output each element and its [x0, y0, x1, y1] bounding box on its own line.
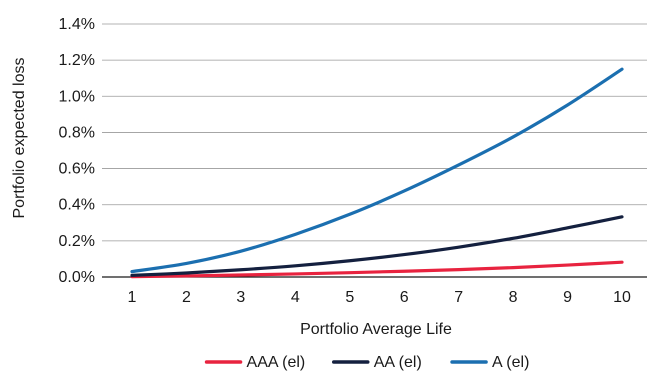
- y-tick-label: 1.2%: [59, 52, 95, 69]
- x-tick-label: 7: [454, 289, 463, 306]
- x-axis-ticks: 1 2 3 4 5 6 7 8 9 10: [128, 289, 631, 306]
- x-tick-label: 8: [509, 289, 518, 306]
- legend-label-a-el: A (el): [492, 354, 529, 371]
- y-tick-label: 0.8%: [59, 124, 95, 141]
- y-tick-label: 0.2%: [59, 233, 95, 250]
- x-tick-label: 10: [613, 289, 631, 306]
- series-line-aaa-el: [130, 260, 624, 279]
- y-axis-title: Portfolio expected loss: [11, 58, 28, 219]
- y-axis-ticks: 0.0% 0.2% 0.4% 0.6% 0.8% 1.0% 1.2% 1.4%: [59, 16, 95, 286]
- y-tick-label: 1.0%: [59, 88, 95, 105]
- gridlines: [102, 23, 647, 278]
- series-lines: [130, 67, 624, 279]
- x-tick-label: 9: [563, 289, 572, 306]
- x-tick-label: 1: [128, 289, 137, 306]
- series-line-a-el: [130, 67, 624, 274]
- y-tick-label: 0.0%: [59, 269, 95, 286]
- y-tick-label: 0.4%: [59, 197, 95, 214]
- series-line-aa-el: [130, 215, 624, 277]
- y-tick-label: 1.4%: [59, 16, 95, 33]
- legend-label-aaa-el: AAA (el): [247, 354, 306, 371]
- x-tick-label: 6: [400, 289, 409, 306]
- legend-label-aa-el: AA (el): [374, 354, 422, 371]
- x-tick-label: 3: [236, 289, 245, 306]
- y-tick-label: 0.6%: [59, 161, 95, 178]
- x-tick-label: 4: [291, 289, 300, 306]
- x-axis-title: Portfolio Average Life: [300, 321, 452, 338]
- x-tick-label: 2: [182, 289, 191, 306]
- legend: AAA (el) AA (el) A (el): [204, 354, 529, 371]
- x-tick-label: 5: [345, 289, 354, 306]
